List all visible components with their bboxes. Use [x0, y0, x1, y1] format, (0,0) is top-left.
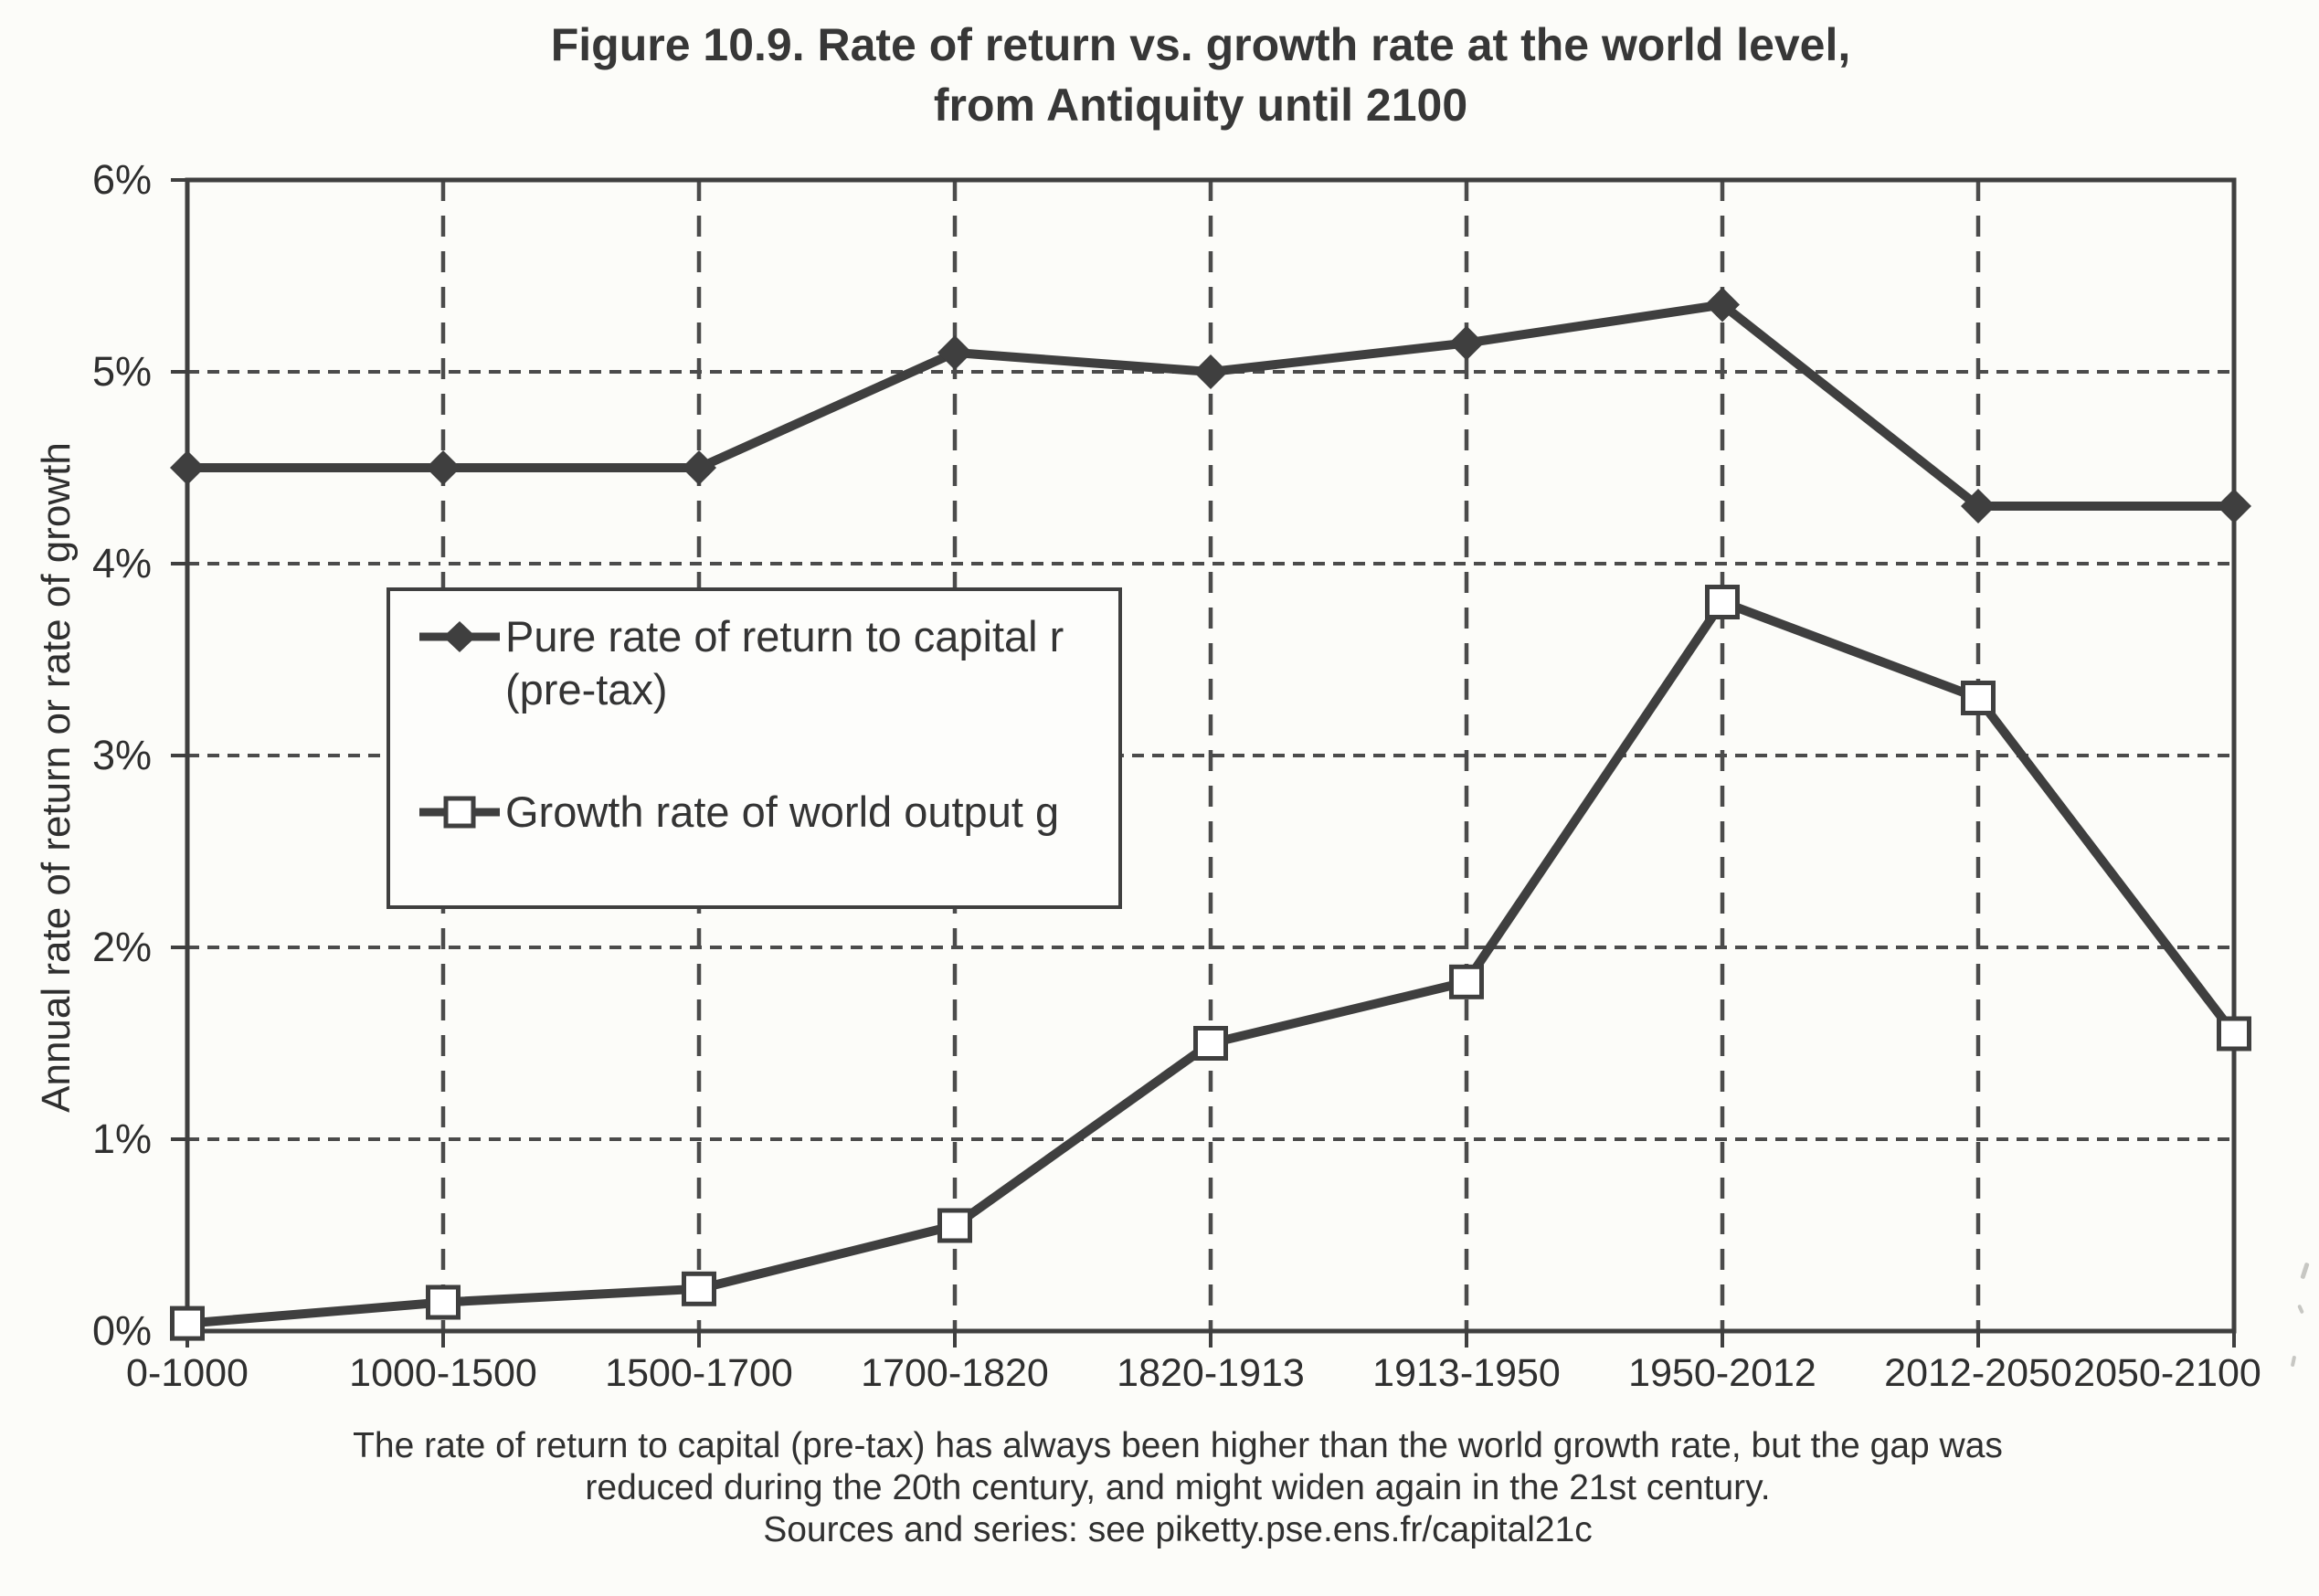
chart-title-line1: Figure 10.9. Rate of return vs. growth r…: [550, 19, 1851, 70]
diamond-series-marker-icon: [418, 610, 505, 663]
square-series-marker-icon: [418, 786, 505, 839]
legend-label-return: Pure rate of return to capital r (pre-ta…: [505, 610, 1064, 716]
square-data-marker: [426, 1284, 461, 1320]
chart-title-line2: from Antiquity until 2100: [933, 79, 1468, 131]
square-data-marker: [1705, 585, 1740, 619]
caption-line2: reduced during the 20th century, and mig…: [585, 1468, 1771, 1507]
square-data-marker: [1449, 964, 1484, 999]
square-data-marker: [1193, 1026, 1228, 1061]
diamond-data-marker: [426, 450, 461, 485]
legend-box: Pure rate of return to capital r (pre-ta…: [386, 587, 1122, 909]
caption-line3: Sources and series: see piketty.pse.ens.…: [763, 1510, 1593, 1549]
diamond-data-marker: [1449, 325, 1484, 361]
square-data-marker: [682, 1271, 716, 1306]
caption: The rate of return to capital (pre-tax) …: [37, 1425, 2319, 1551]
square-data-marker: [937, 1208, 972, 1243]
y-axis-title: Annual rate of return or rate of growth: [34, 442, 79, 1113]
legend-label-return-line2: (pre-tax): [505, 665, 668, 713]
diamond-data-marker: [2217, 489, 2251, 523]
square-data-marker: [1961, 681, 1996, 715]
square-data-marker: [2217, 1016, 2251, 1052]
caption-line1: The rate of return to capital (pre-tax) …: [353, 1426, 2003, 1465]
legend-entry-return: Pure rate of return to capital r (pre-ta…: [418, 610, 1104, 716]
diamond-data-marker: [1705, 287, 1740, 322]
legend-label-return-line1: Pure rate of return to capital r: [505, 612, 1064, 661]
diamond-data-marker: [170, 450, 205, 485]
diamond-data-marker: [1961, 489, 1996, 523]
legend-label-growth: Growth rate of world output g: [505, 787, 1060, 836]
legend-entry-growth: Growth rate of world output g: [418, 786, 1104, 839]
chart-title: Figure 10.9. Rate of return vs. growth r…: [82, 15, 2319, 135]
diamond-data-marker: [1193, 354, 1228, 389]
square-data-marker: [170, 1305, 205, 1341]
diamond-data-marker: [682, 450, 716, 485]
diamond-data-marker: [937, 335, 972, 370]
